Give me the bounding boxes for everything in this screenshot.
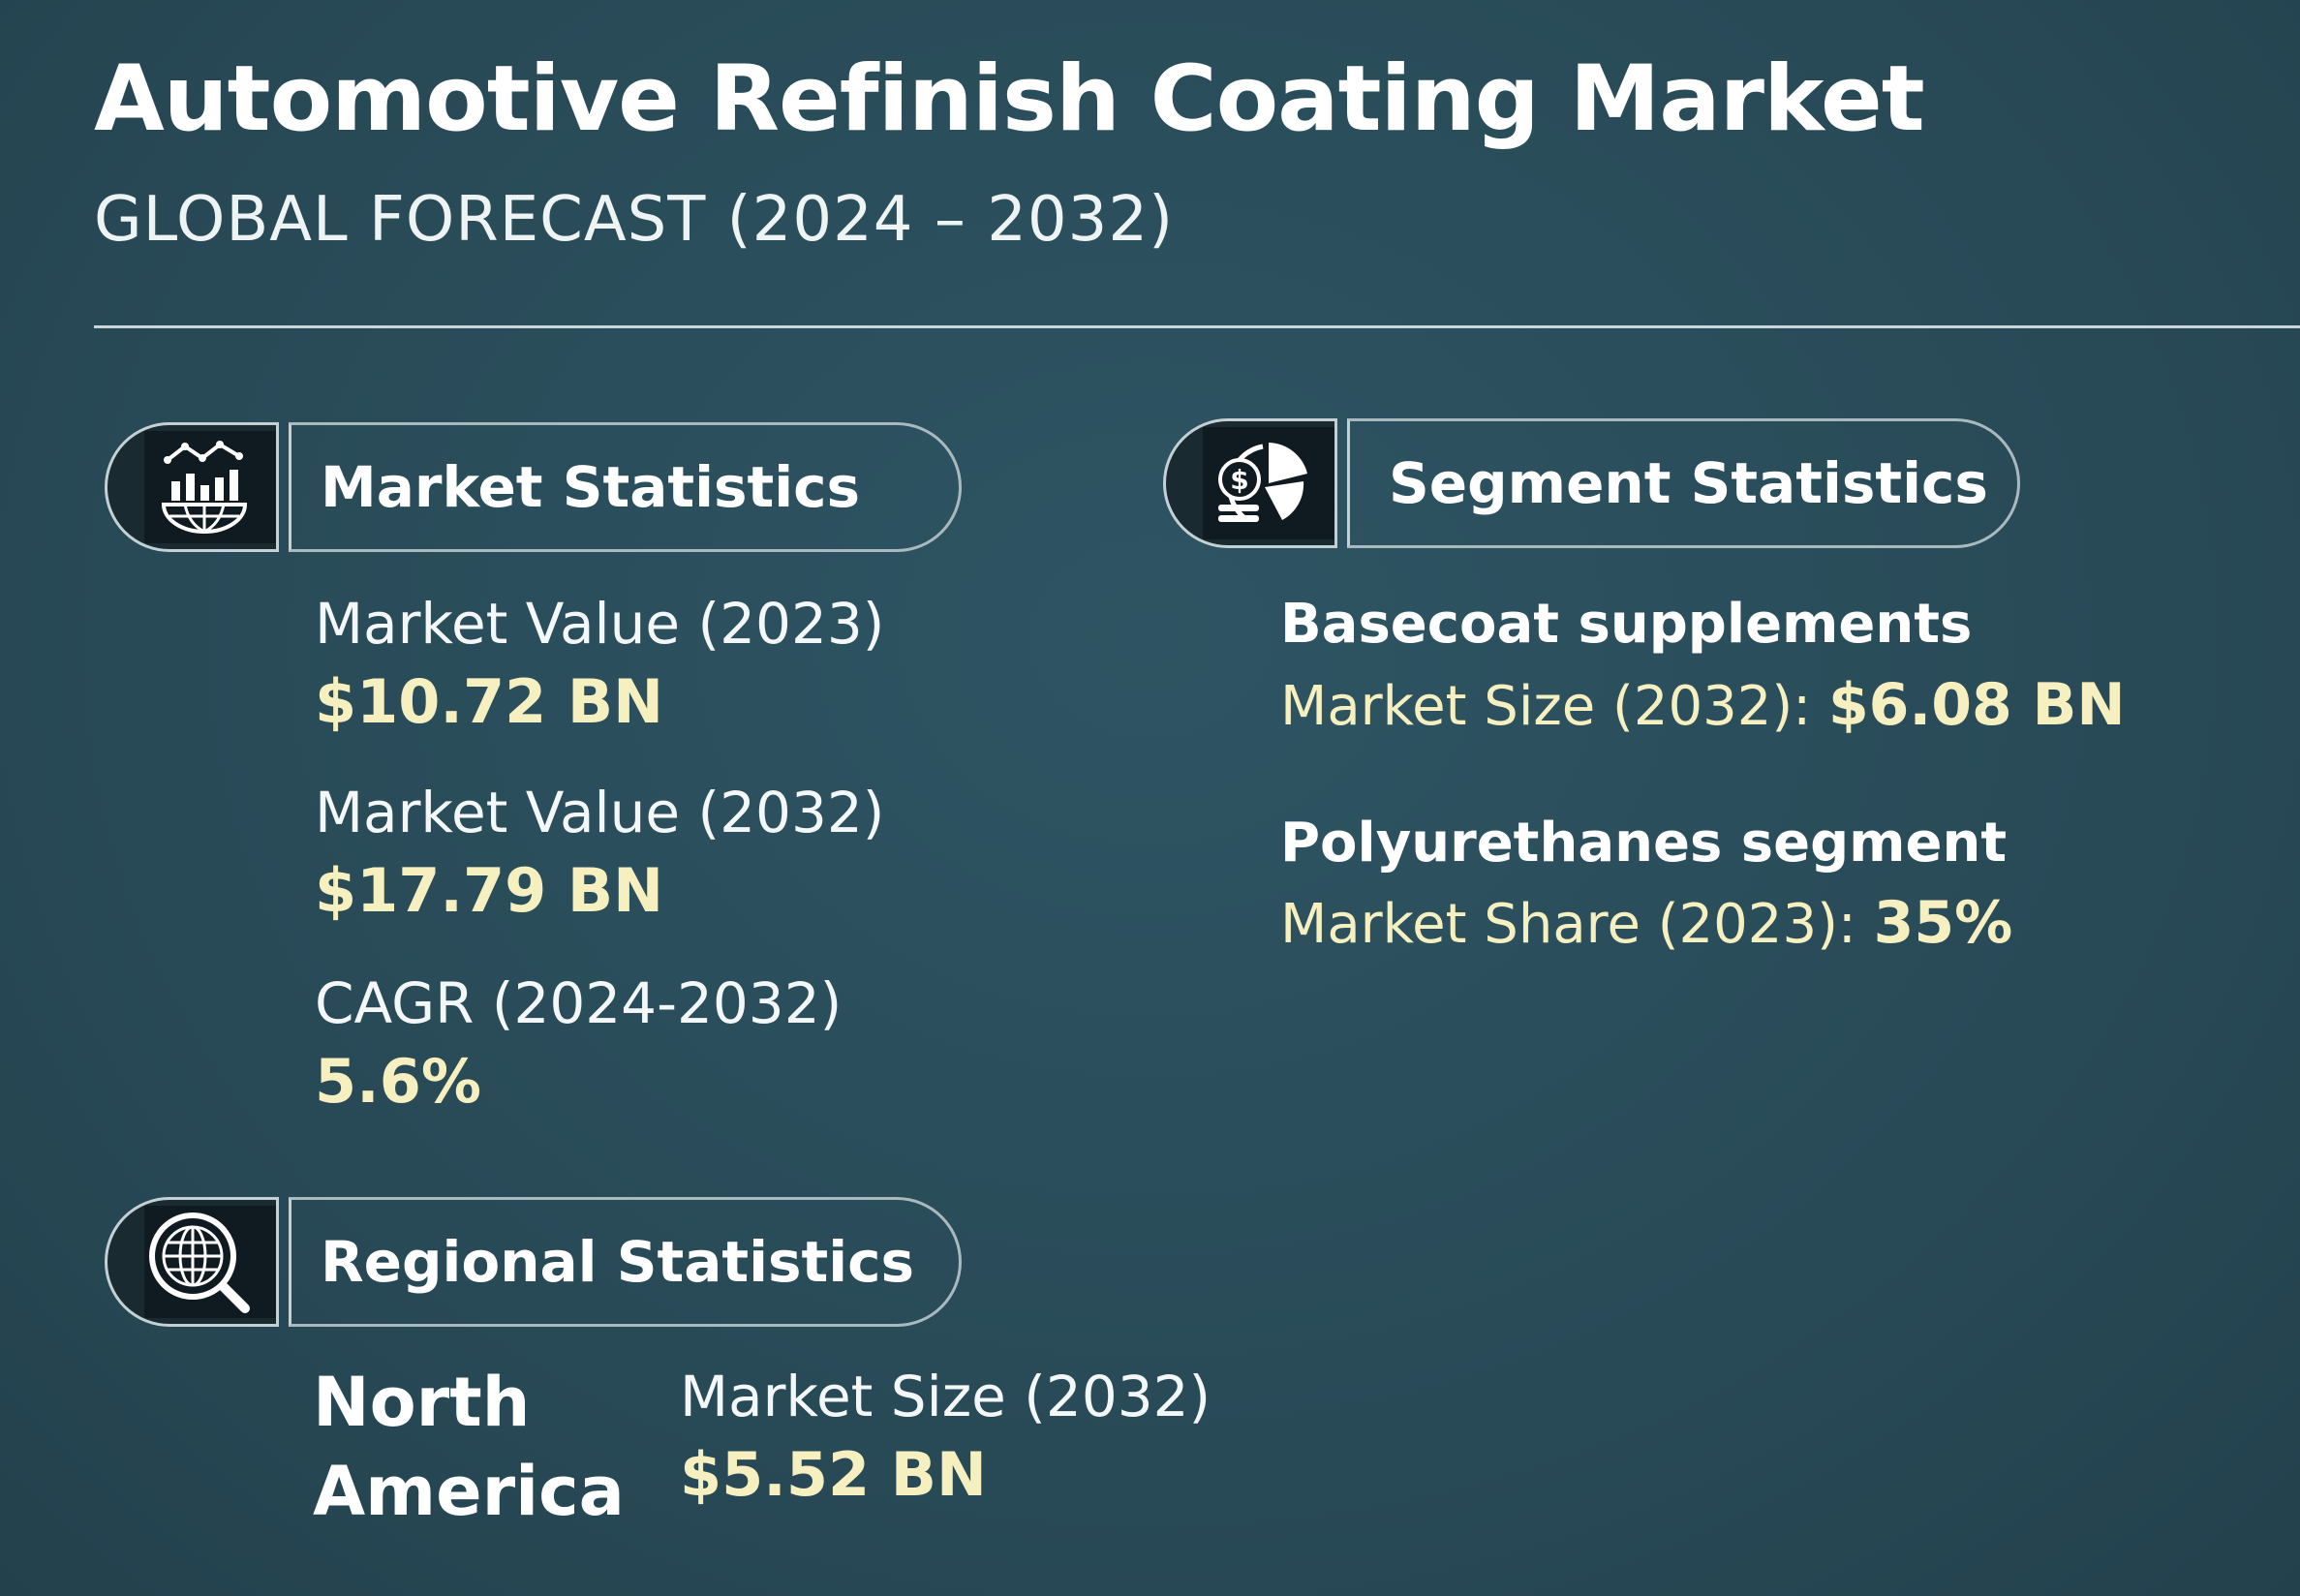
segment-name-polyurethanes: Polyurethanes segment (1280, 812, 2008, 875)
segment-basecoat-line: Market Size (2032): $6.08 BN (1280, 671, 2126, 739)
segment-statistics-title: Segment Statistics (1389, 450, 1988, 516)
market-statistics-header: Market Statistics (105, 422, 962, 552)
regional-statistics-header: Regional Statistics (105, 1197, 962, 1327)
market-value-2032-value: $17.79 BN (315, 855, 663, 926)
cagr-value: 5.6% (315, 1046, 481, 1117)
bar-chart-globe-icon (161, 441, 248, 534)
header-divider (94, 325, 2300, 328)
region-market-size-label: Market Size (2032) (680, 1364, 1211, 1429)
svg-text:$: $ (1230, 464, 1248, 496)
coin-pie-chart-icon: $ (1218, 443, 1307, 523)
market-statistics-title: Market Statistics (321, 454, 861, 520)
region-name: North America (313, 1358, 625, 1536)
segment-basecoat-label: Market Size (2032): (1280, 675, 1828, 738)
page-title: Automotive Refinish Coating Market (94, 46, 1925, 152)
cagr-label: CAGR (2024-2032) (315, 970, 843, 1036)
market-value-2023-label: Market Value (2023) (315, 591, 885, 657)
segment-name-basecoat: Basecoat supplements (1280, 593, 1973, 656)
globe-magnifier-icon (149, 1212, 250, 1313)
segment-polyurethanes-line: Market Share (2023): 35% (1280, 889, 2012, 957)
region-market-size-value: $5.52 BN (680, 1439, 987, 1510)
market-value-2032-label: Market Value (2032) (315, 780, 885, 845)
region-name-line2: America (313, 1452, 625, 1531)
regional-statistics-title: Regional Statistics (321, 1229, 915, 1295)
region-name-line1: North (313, 1363, 531, 1442)
page-subtitle: GLOBAL FORECAST (2024 – 2032) (94, 184, 1175, 256)
segment-polyurethanes-value: 35% (1873, 889, 2013, 957)
segment-basecoat-value: $6.08 BN (1827, 671, 2126, 739)
market-value-2023-value: $10.72 BN (315, 666, 663, 737)
segment-polyurethanes-label: Market Share (2023): (1280, 893, 1874, 956)
segment-statistics-header: $ Segment Statistics (1163, 418, 2020, 548)
